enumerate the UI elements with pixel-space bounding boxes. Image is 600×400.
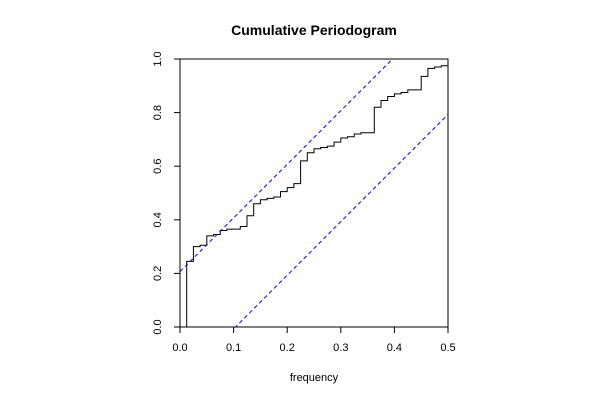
x-tick-label: 0.3 (333, 342, 348, 354)
y-tick-label: 0.2 (152, 266, 164, 281)
x-axis-label: frequency (290, 372, 339, 384)
y-tick-label: 0.0 (152, 319, 164, 334)
y-axis: 0.0 0.2 0.4 0.6 0.8 1.0 (152, 51, 181, 335)
confidence-bound-line-2 (234, 114, 448, 327)
y-tick-label: 0.6 (152, 159, 164, 174)
y-tick-label: 1.0 (152, 51, 164, 66)
x-tick-label: 0.5 (440, 342, 455, 354)
series-layer (180, 59, 448, 327)
confidence-bound-line-1 (180, 59, 394, 272)
x-tick-label: 0.0 (172, 342, 187, 354)
x-axis: 0.0 0.1 0.2 0.3 0.4 0.5 (172, 326, 456, 354)
chart-title: Cumulative Periodogram (231, 22, 397, 38)
periodogram-step-line (186, 61, 448, 327)
plot-frame (179, 58, 449, 328)
x-tick-label: 0.2 (280, 342, 295, 354)
x-tick-label: 0.1 (226, 342, 241, 354)
x-tick-label: 0.4 (387, 342, 402, 354)
y-tick-label: 0.8 (152, 105, 164, 120)
y-tick-label: 0.4 (152, 212, 164, 227)
